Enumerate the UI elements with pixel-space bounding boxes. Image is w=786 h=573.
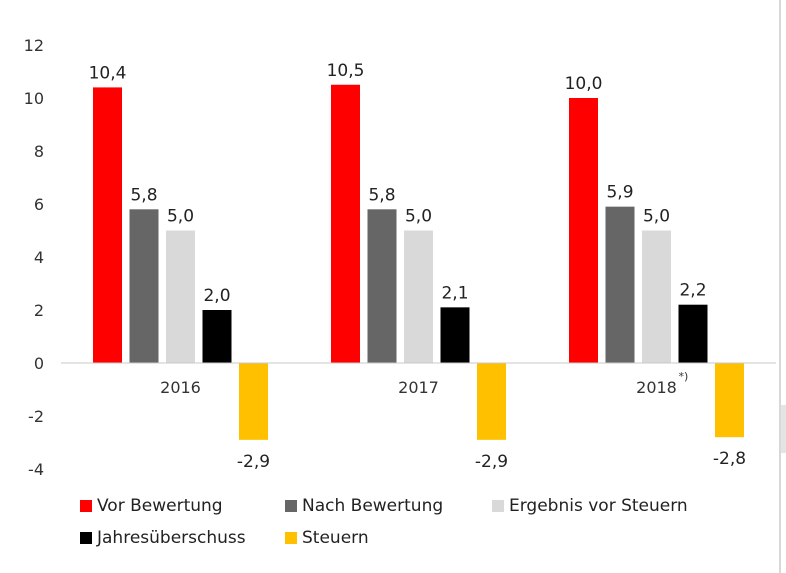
bar <box>93 87 122 364</box>
bar <box>166 230 195 363</box>
data-label: 10,4 <box>89 63 127 83</box>
bar <box>202 310 232 363</box>
bars <box>93 84 744 440</box>
bar <box>605 206 635 363</box>
bar <box>477 363 506 440</box>
bar <box>678 304 708 363</box>
data-label: -2,8 <box>713 449 746 469</box>
data-label: 10,5 <box>327 61 365 81</box>
bar <box>331 84 360 363</box>
data-label: 2,1 <box>441 283 468 303</box>
data-label: 5,0 <box>643 207 670 227</box>
y-tick-label: 4 <box>34 248 44 267</box>
x-axis-category-labels: 2016 2017 2018*) <box>160 370 688 397</box>
x-tick-label: 2017 <box>398 378 439 397</box>
y-tick-label: 0 <box>34 354 44 373</box>
data-label: 5,0 <box>167 207 194 227</box>
pane-border <box>779 0 781 573</box>
bar <box>239 363 268 440</box>
x-tick-label: 2018 <box>636 378 677 397</box>
y-tick-label: -4 <box>28 460 44 479</box>
y-tick-label: 6 <box>34 195 44 214</box>
data-label: 5,8 <box>368 185 395 205</box>
data-label: 5,8 <box>130 185 157 205</box>
data-label: -2,9 <box>475 452 508 472</box>
bar <box>569 98 598 363</box>
data-label: 5,0 <box>405 207 432 227</box>
bar <box>642 230 671 363</box>
bar <box>715 363 744 438</box>
y-tick-label: -2 <box>28 407 44 426</box>
y-tick-label: 8 <box>34 142 44 161</box>
bar <box>367 209 397 363</box>
x-tick-label: 2016 <box>160 378 201 397</box>
data-label: 2,2 <box>679 281 706 301</box>
y-tick-label: 10 <box>24 89 44 108</box>
data-labels: 10,4 5,8 5,0 2,0 -2,9 10,5 5,8 5,0 2,1 -2,9 10,0 5,… <box>89 61 747 472</box>
bar <box>129 209 159 363</box>
scrollbar-thumb[interactable] <box>781 405 786 453</box>
y-tick-label: 2 <box>34 301 44 320</box>
data-label: 10,0 <box>565 74 603 94</box>
bar <box>404 230 433 363</box>
footnote-marker: *) <box>679 370 689 383</box>
y-axis-tick-labels: 12 10 8 6 4 2 0 -2 -4 <box>24 36 44 479</box>
y-tick-label: 12 <box>24 36 44 55</box>
data-label: 2,0 <box>203 286 230 306</box>
bar <box>440 307 470 363</box>
data-label: 5,9 <box>606 183 633 203</box>
data-label: -2,9 <box>237 452 270 472</box>
